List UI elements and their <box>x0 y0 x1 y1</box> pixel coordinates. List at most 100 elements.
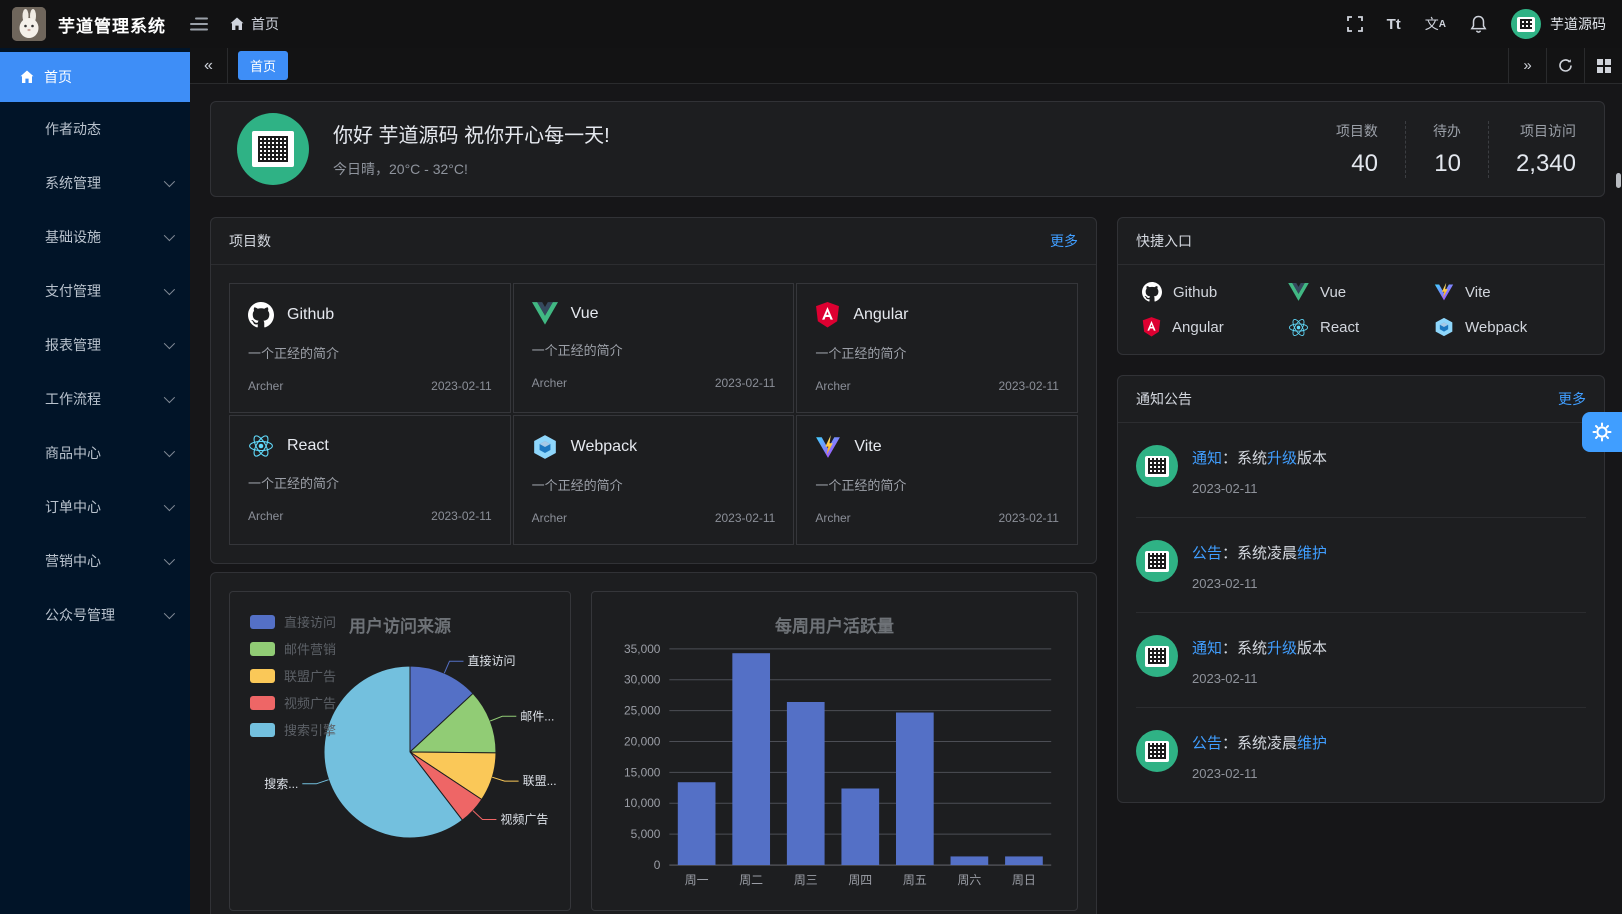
project-card-webpack[interactable]: Webpack 一个正经的简介 Archer 2023-02-11 <box>512 415 795 545</box>
chevron-down-icon <box>163 499 176 512</box>
notification-bell-icon[interactable] <box>1470 15 1487 33</box>
webpack-icon <box>1435 317 1453 337</box>
project-card-vite[interactable]: Vite 一个正经的简介 Archer 2023-02-11 <box>796 415 1078 545</box>
legend-swatch <box>250 695 275 710</box>
project-card-angular[interactable]: Angular 一个正经的简介 Archer 2023-02-11 <box>796 283 1078 413</box>
project-author: Archer <box>531 511 567 525</box>
tab-home[interactable]: 首页 <box>238 51 289 80</box>
github-icon <box>1142 282 1162 302</box>
chevron-down-icon <box>163 445 176 458</box>
svg-text:5,000: 5,000 <box>631 827 661 841</box>
svg-text:35,000: 35,000 <box>624 642 661 656</box>
legend-item[interactable]: 联盟广告 <box>250 666 336 685</box>
sidebar-fold-icon[interactable] <box>190 16 208 32</box>
settings-drawer-button[interactable] <box>1582 412 1622 452</box>
sidebar-item-order[interactable]: 订单中心 <box>0 480 190 534</box>
vue-icon <box>531 302 558 325</box>
svg-text:0: 0 <box>654 858 661 872</box>
font-size-icon[interactable]: Tt <box>1386 15 1401 33</box>
sidebar-item-infra[interactable]: 基础设施 <box>0 210 190 264</box>
notices-more-link[interactable]: 更多 <box>1558 391 1586 407</box>
chevron-down-icon <box>163 283 176 296</box>
project-date: 2023-02-11 <box>714 376 776 390</box>
vite-icon <box>1434 282 1454 301</box>
sidebar-item-product[interactable]: 商品中心 <box>0 426 190 480</box>
svg-text:20,000: 20,000 <box>624 734 661 748</box>
legend-label: 直接访问 <box>284 615 337 630</box>
chevron-down-icon <box>163 175 176 188</box>
svg-text:周三: 周三 <box>794 873 818 887</box>
sidebar: 首页 作者动态 系统管理 基础设施 支付管理 报表管理 工作流程 商品中心 订单… <box>0 48 190 914</box>
shortcut-vue[interactable]: Vue <box>1288 282 1434 302</box>
sidebar-item-report[interactable]: 报表管理 <box>0 318 190 372</box>
sidebar-item-payment[interactable]: 支付管理 <box>0 264 190 318</box>
notice-avatar <box>1136 635 1178 677</box>
shortcut-react[interactable]: React <box>1288 317 1434 337</box>
legend-item[interactable]: 视频广告 <box>250 693 336 712</box>
svg-text:15,000: 15,000 <box>624 765 661 779</box>
svg-text:30,000: 30,000 <box>624 673 661 687</box>
legend-item[interactable]: 搜索引擎 <box>250 720 336 739</box>
angular-icon <box>1142 317 1161 337</box>
legend-label: 联盟广告 <box>284 669 337 684</box>
project-date: 2023-02-11 <box>998 511 1059 525</box>
legend-label: 视频广告 <box>284 696 337 711</box>
shortcuts-card: 快捷入口 Github Vue <box>1117 217 1605 355</box>
sidebar-item-system[interactable]: 系统管理 <box>0 156 190 210</box>
react-icon <box>1289 318 1308 336</box>
project-date: 2023-02-11 <box>431 509 492 523</box>
project-card-vue[interactable]: Vue 一个正经的简介 Archer 2023-02-11 <box>512 283 795 413</box>
sidebar-item-wechat[interactable]: 公众号管理 <box>0 588 190 642</box>
projects-more-link[interactable]: 更多 <box>1050 233 1078 249</box>
svg-text:周日: 周日 <box>1012 873 1036 887</box>
pie-chart[interactable]: 直接访问邮件...联盟...视频广告搜索... <box>230 592 570 910</box>
sidebar-item-marketing[interactable]: 营销中心 <box>0 534 190 588</box>
svg-text:25,000: 25,000 <box>624 704 661 718</box>
svg-text:周四: 周四 <box>848 873 872 887</box>
chevron-down-icon <box>163 391 176 404</box>
user-name: 芋道源码 <box>1550 16 1606 32</box>
notice-item[interactable]: 通知：系统升级版本 2023-02-11 <box>1136 613 1586 708</box>
notice-item[interactable]: 通知：系统升级版本 2023-02-11 <box>1136 423 1586 518</box>
project-card-github[interactable]: Github 一个正经的简介 Archer 2023-02-11 <box>229 283 511 413</box>
scrollbar[interactable] <box>1616 173 1621 188</box>
breadcrumb-home: 首页 <box>251 16 279 32</box>
legend-swatch <box>250 722 275 737</box>
notice-item[interactable]: 公告：系统凌晨维护 2023-02-11 <box>1136 518 1586 613</box>
pie-chart-legend[interactable]: 直接访问邮件营销联盟广告视频广告搜索引擎 <box>250 612 336 747</box>
shortcut-webpack[interactable]: Webpack <box>1434 317 1580 337</box>
chevron-down-icon <box>163 337 176 350</box>
refresh-icon[interactable] <box>1546 48 1584 83</box>
tabs-scroll-left-icon[interactable]: « <box>190 48 228 83</box>
notice-date: 2023-02-11 <box>1192 576 1258 591</box>
sidebar-item-workflow[interactable]: 工作流程 <box>0 372 190 426</box>
breadcrumb[interactable]: 首页 <box>230 14 279 34</box>
fullscreen-icon[interactable] <box>1346 16 1363 32</box>
shortcut-angular[interactable]: Angular <box>1142 317 1288 337</box>
layout-grid-icon[interactable] <box>1584 48 1622 83</box>
legend-item[interactable]: 直接访问 <box>250 612 336 631</box>
gear-icon <box>1592 422 1612 442</box>
user-menu[interactable]: 芋道源码 <box>1511 9 1606 39</box>
sidebar-item-author-news[interactable]: 作者动态 <box>45 121 101 137</box>
shortcut-vite[interactable]: Vite <box>1434 282 1580 302</box>
tabs-scroll-right-icon[interactable]: » <box>1508 48 1546 83</box>
notice-item[interactable]: 公告：系统凌晨维护 2023-02-11 <box>1136 708 1586 802</box>
stat-projects: 项目数 40 <box>1335 122 1378 177</box>
bar-chart[interactable]: 0 5,000 10,000 15,000 20,000 25,000 30,000 35,0… <box>592 592 1077 910</box>
notice-avatar <box>1136 445 1178 487</box>
shortcut-github[interactable]: Github <box>1142 282 1288 302</box>
webpack-icon <box>533 435 556 459</box>
notice-date: 2023-02-11 <box>1192 766 1258 781</box>
project-date: 2023-02-11 <box>998 379 1059 393</box>
welcome-card: 你好 芋道源码 祝你开心每一天! 今日晴，20°C - 32°C! 项目数 40… <box>210 101 1605 197</box>
legend-item[interactable]: 邮件营销 <box>250 639 336 658</box>
pie-chart-panel: 直接访问 邮件... 联盟... 视频广告 搜索... 用户访问来源 直接访问 邮件营销联… <box>229 591 571 911</box>
sidebar-item-home[interactable]: 首页 <box>0 52 190 102</box>
vite-icon <box>816 435 841 458</box>
project-card-react[interactable]: React 一个正经的简介 Archer 2023-02-11 <box>229 415 511 545</box>
svg-text:周二: 周二 <box>739 873 763 887</box>
project-author: Archer <box>815 379 851 393</box>
